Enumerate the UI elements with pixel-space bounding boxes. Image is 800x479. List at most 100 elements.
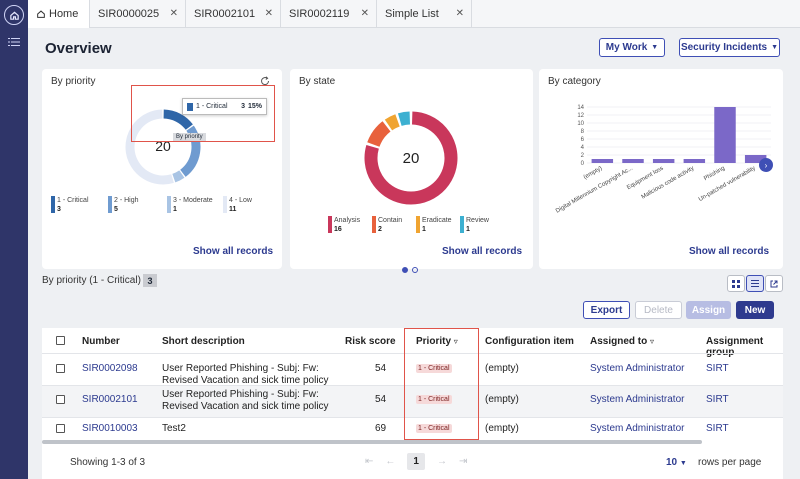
close-icon[interactable]: ✕ xyxy=(264,8,273,19)
tooltip-label: 1 - Critical xyxy=(196,103,228,110)
carousel-dot[interactable] xyxy=(412,267,418,273)
assign-button[interactable]: Assign xyxy=(686,301,731,319)
close-icon[interactable]: ✕ xyxy=(169,8,178,19)
tab-home[interactable]: Home xyxy=(28,0,90,28)
column-header-priority[interactable]: Priority ▿ xyxy=(416,336,458,347)
legend-item[interactable]: 3 - Moderate 1 xyxy=(167,196,213,214)
category-bar[interactable] xyxy=(622,159,644,163)
legend-item[interactable]: Contain 2 xyxy=(372,216,402,234)
category-bar[interactable] xyxy=(591,159,614,163)
delete-button[interactable]: Delete xyxy=(635,301,682,319)
first-page-icon[interactable]: ⇤ xyxy=(365,456,374,467)
donut-slice[interactable] xyxy=(364,111,458,205)
y-tick-label: 2 xyxy=(581,153,585,159)
export-button[interactable]: Export xyxy=(583,301,630,319)
close-icon[interactable]: ✕ xyxy=(360,8,369,19)
category-bar[interactable] xyxy=(744,155,767,163)
last-page-icon[interactable]: ⇥ xyxy=(458,456,468,467)
legend-item[interactable]: Analysis 16 xyxy=(328,216,360,234)
row-checkbox[interactable] xyxy=(56,424,65,433)
card-title: By priority xyxy=(51,76,96,87)
carousel-pagination xyxy=(402,267,418,273)
record-number-link[interactable]: SIR0002101 xyxy=(82,394,138,405)
short-description: Test2 xyxy=(162,423,186,434)
divider xyxy=(42,353,783,354)
assignment-group-link[interactable]: SIRT xyxy=(706,363,729,374)
assigned-to-link[interactable]: System Administrator xyxy=(590,423,685,434)
legend-item[interactable]: 2 - High 5 xyxy=(108,196,139,214)
filter-icon[interactable]: ▿ xyxy=(453,337,458,346)
card-title: By state xyxy=(299,76,336,87)
assigned-to-link[interactable]: System Administrator xyxy=(590,363,685,374)
column-header-short-description[interactable]: Short description xyxy=(162,336,245,347)
priority-badge: 1 - Critical xyxy=(416,364,452,373)
assignment-group-link[interactable]: SIRT xyxy=(706,423,729,434)
horizontal-scrollbar[interactable] xyxy=(42,440,702,444)
tab-sir0000025[interactable]: SIR0000025 ✕ xyxy=(90,0,186,28)
refresh-icon[interactable] xyxy=(260,76,270,86)
donut-slice[interactable] xyxy=(397,111,411,126)
category-bar[interactable] xyxy=(714,107,736,163)
tab-sir0002101[interactable]: SIR0002101 ✕ xyxy=(186,0,281,28)
y-tick-label: 0 xyxy=(581,161,585,167)
new-button[interactable]: New xyxy=(736,301,774,319)
legend-value: 11 xyxy=(229,206,237,213)
column-header-number[interactable]: Number xyxy=(82,336,120,347)
category-bar[interactable] xyxy=(652,159,675,163)
divider xyxy=(42,417,783,418)
donut-slice[interactable] xyxy=(125,109,174,185)
carousel-dot-active[interactable] xyxy=(402,267,408,273)
tab-bar: Home SIR0000025 ✕ SIR0002101 ✕ SIR0002119 ✕… xyxy=(28,0,800,28)
list-label: By priority (1 - Critical) xyxy=(42,275,141,286)
show-all-records-link[interactable]: Show all records xyxy=(442,246,523,257)
tab-sir0002119[interactable]: SIR0002119 ✕ xyxy=(281,0,377,28)
column-header-risk-score[interactable]: Risk score xyxy=(345,336,396,347)
legend-item[interactable]: Eradicate 1 xyxy=(416,216,452,234)
assignment-group-link[interactable]: SIRT xyxy=(706,394,729,405)
tab-simple-list[interactable]: Simple List ✕ xyxy=(377,0,472,28)
show-all-records-link[interactable]: Show all records xyxy=(193,246,274,257)
prev-page-icon[interactable]: ← xyxy=(385,456,396,467)
security-incidents-dropdown[interactable]: Security Incidents ▼ xyxy=(679,38,780,57)
column-header-assigned-to[interactable]: Assigned to ▿ xyxy=(590,336,654,347)
next-page-icon[interactable]: → xyxy=(436,456,447,467)
donut-slice[interactable] xyxy=(163,109,193,130)
legend-label: 3 - Moderate xyxy=(173,197,213,204)
donut-slice[interactable] xyxy=(384,114,400,131)
rows-per-page-select[interactable]: 10 ▼ xyxy=(666,457,687,468)
state-card: By state 20 Analysis 16 Contain 2 Eradicat… xyxy=(290,69,533,269)
y-tick-label: 10 xyxy=(577,121,584,127)
select-all-checkbox[interactable] xyxy=(56,336,65,345)
grid-view-icon[interactable] xyxy=(727,275,745,292)
list-menu-icon[interactable] xyxy=(8,37,20,50)
donut-slice[interactable] xyxy=(367,121,391,148)
my-work-dropdown[interactable]: My Work ▼ xyxy=(599,38,665,57)
filter-icon[interactable]: ▿ xyxy=(650,337,655,346)
show-all-records-link[interactable]: Show all records xyxy=(689,246,770,257)
legend-value: 3 xyxy=(57,206,61,213)
next-arrow-button[interactable]: › xyxy=(759,158,773,172)
row-checkbox[interactable] xyxy=(56,364,65,373)
record-number-link[interactable]: SIR0010003 xyxy=(82,423,138,434)
left-rail xyxy=(0,0,28,479)
priority-badge: 1 - Critical xyxy=(416,424,452,433)
record-number-link[interactable]: SIR0002098 xyxy=(82,363,138,374)
list-view-icon[interactable] xyxy=(746,275,764,292)
table-row: SIR0002101 User Reported Phishing - Subj… xyxy=(42,386,783,417)
column-header-configuration-item[interactable]: Configuration item xyxy=(485,336,574,347)
home-icon[interactable] xyxy=(4,5,24,25)
donut-slice[interactable] xyxy=(172,170,185,183)
open-external-icon[interactable] xyxy=(765,275,783,292)
legend-item[interactable]: 1 - Critical 3 xyxy=(51,196,89,214)
category-bar[interactable] xyxy=(683,159,706,163)
close-icon[interactable]: ✕ xyxy=(455,8,464,19)
column-header-assignment-group[interactable]: Assignment group xyxy=(706,336,764,358)
legend-item[interactable]: Review 1 xyxy=(460,216,489,234)
current-page[interactable]: 1 xyxy=(407,453,425,470)
assigned-to-link[interactable]: System Administrator xyxy=(590,394,685,405)
row-checkbox[interactable] xyxy=(56,395,65,404)
donut-slice[interactable] xyxy=(180,125,201,177)
legend-value: 2 xyxy=(378,226,382,233)
legend-item[interactable]: 4 - Low 11 xyxy=(223,196,252,214)
